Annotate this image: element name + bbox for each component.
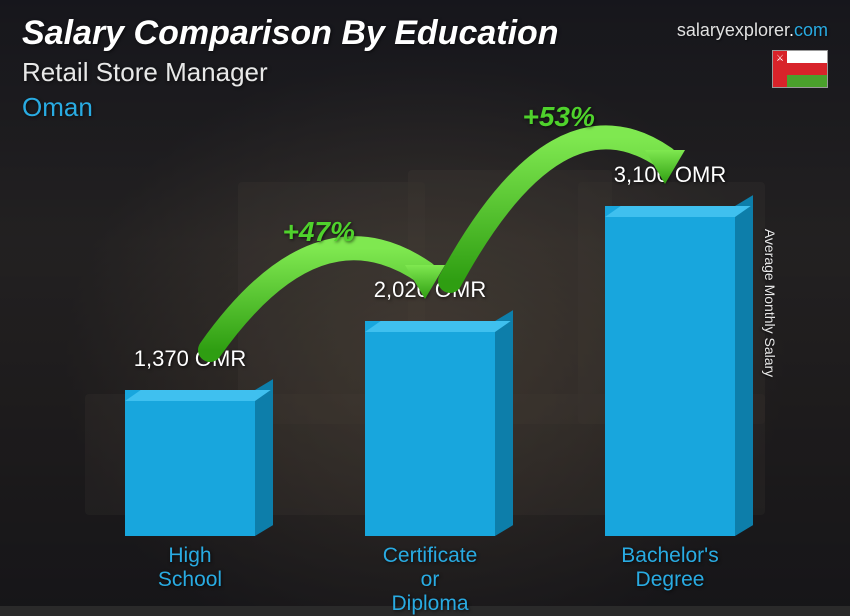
bar-top (125, 390, 271, 401)
bar-value-label: 2,020 OMR (330, 277, 530, 303)
title: Salary Comparison By Education (22, 14, 559, 53)
bar-group: 3,100 OMRBachelor's Degree (590, 206, 750, 536)
source-attribution: salaryexplorer.com (677, 20, 828, 41)
job-title: Retail Store Manager (22, 57, 559, 88)
bar-side (735, 195, 753, 536)
country-name: Oman (22, 92, 559, 123)
bar-category-label: Certificate or Diploma (383, 544, 478, 616)
bar-side (255, 379, 273, 536)
bar-front (605, 206, 735, 536)
bar-top (605, 206, 751, 217)
bar-category-label: Bachelor's Degree (621, 544, 718, 592)
bar-group: 1,370 OMRHigh School (110, 390, 270, 536)
source-name: salaryexplorer (677, 20, 789, 40)
bar-front (365, 321, 495, 536)
bar (125, 390, 255, 536)
bar-chart: 1,370 OMRHigh School 2,020 OMRCertificate… (60, 140, 790, 536)
bar-category-label: High School (150, 544, 230, 592)
increase-pct-label: +47% (283, 216, 355, 248)
bar-top (365, 321, 511, 332)
bar-group: 2,020 OMRCertificate or Diploma (350, 321, 510, 536)
bar (605, 206, 735, 536)
bar-value-label: 1,370 OMR (90, 346, 290, 372)
header: Salary Comparison By Education Retail St… (22, 14, 559, 123)
source-tld: com (794, 20, 828, 40)
bar-value-label: 3,100 OMR (570, 162, 770, 188)
infographic-container: Salary Comparison By Education Retail St… (0, 0, 850, 606)
bar (365, 321, 495, 536)
country-flag-icon: ⚔ (772, 50, 828, 88)
bar-front (125, 390, 255, 536)
bar-side (495, 310, 513, 536)
